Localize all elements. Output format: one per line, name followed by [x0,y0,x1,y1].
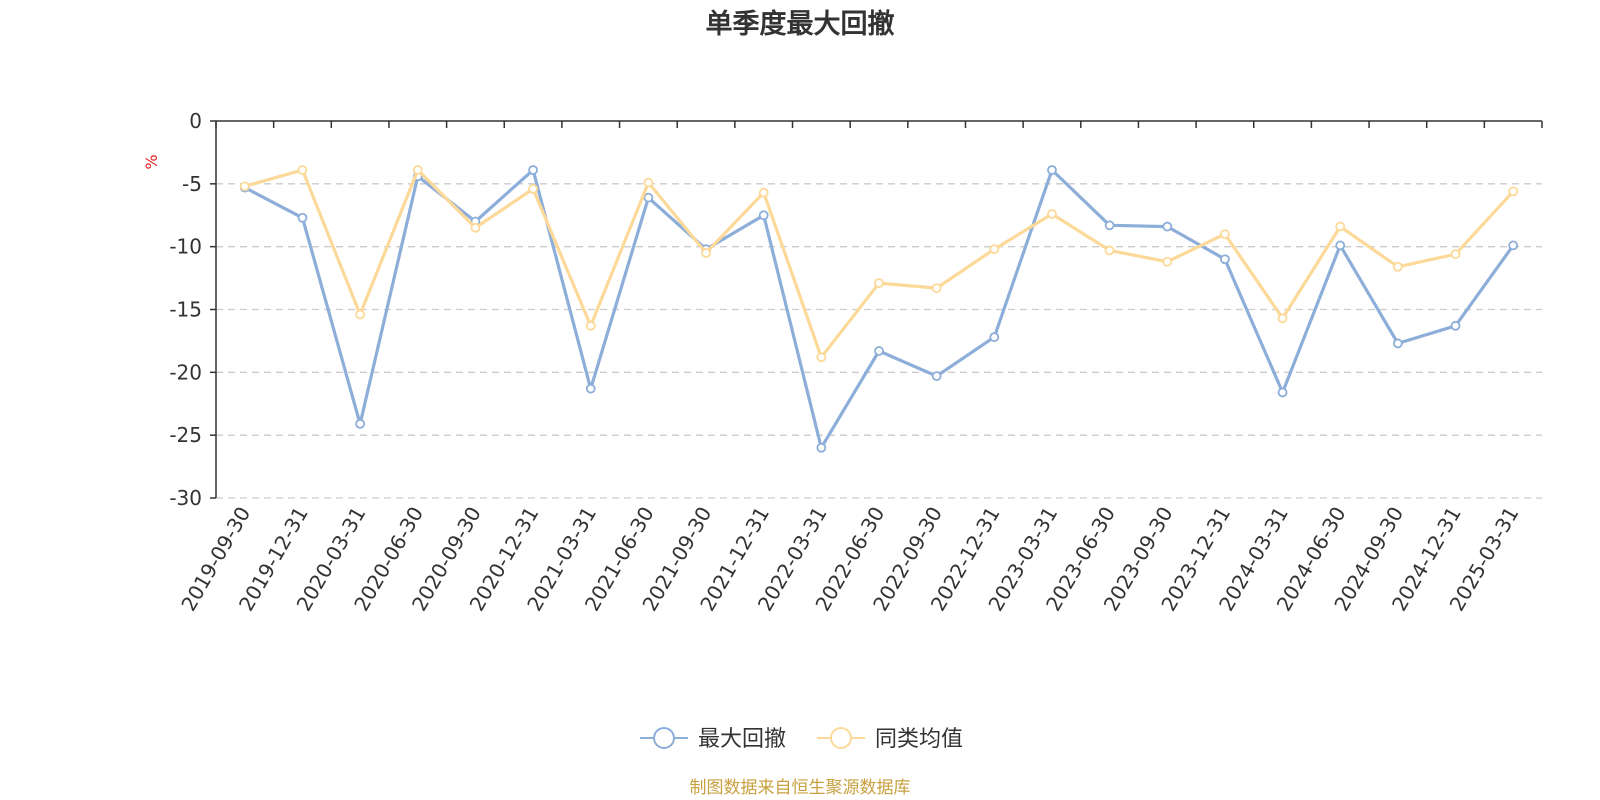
data-point[interactable] [1392,261,1403,272]
y-axis-unit: % [142,154,161,169]
y-tick-label: -30 [169,486,202,510]
data-point[interactable] [1104,245,1115,256]
data-point[interactable] [1047,209,1057,219]
data-point[interactable] [701,248,711,258]
legend-label: 最大回撤 [698,727,786,752]
data-point[interactable] [355,309,366,320]
data-point[interactable] [1277,313,1288,324]
data-point[interactable] [1162,221,1173,232]
legend-item[interactable]: 最大回撤 [640,727,786,752]
data-point[interactable] [1450,320,1461,331]
y-tick-label: -25 [169,423,202,447]
legend-item[interactable]: 同类均值 [817,727,963,752]
data-point[interactable] [1104,220,1115,231]
data-point[interactable] [528,165,538,175]
data-point[interactable] [1392,338,1403,349]
data-point[interactable] [989,332,1000,343]
axes [210,120,1543,499]
data-point[interactable] [758,210,769,221]
y-tick-label: 0 [189,109,202,133]
data-point[interactable] [1335,240,1346,251]
data-point[interactable] [470,222,481,233]
y-tick-label: -15 [169,298,202,322]
data-point[interactable] [528,183,538,194]
legend-marker [653,727,675,749]
data-point[interactable] [585,320,596,331]
data-point[interactable] [758,187,769,198]
series-lines [239,165,1519,453]
data-point[interactable] [355,418,366,429]
x-tick-labels: 2019-09-302019-12-312020-03-312020-06-30… [176,503,1523,616]
data-point[interactable] [931,283,942,294]
data-point[interactable] [1220,254,1230,265]
data-point[interactable] [239,181,250,192]
legend-marker [830,727,852,749]
source-note: 制图数据来自恒生聚源数据库 [690,778,911,798]
data-point[interactable] [989,244,1000,255]
data-point[interactable] [643,192,654,203]
data-point[interactable] [1220,229,1230,240]
data-point[interactable] [874,346,884,356]
data-point[interactable] [297,165,308,175]
data-point[interactable] [412,165,423,175]
data-point[interactable] [816,352,827,363]
series-2 [239,165,1519,363]
data-point[interactable] [1047,165,1057,175]
chart-title: 单季度最大回撤 [706,8,895,40]
y-tick-labels: 0 -5 -10 -15 -20 -25 -30 [169,109,202,510]
legend[interactable]: 最大回撤 同类均值 [640,727,963,752]
data-point[interactable] [816,442,827,453]
data-point[interactable] [1162,256,1173,267]
data-point[interactable] [874,278,884,289]
y-tick-label: -5 [182,172,202,196]
series-line [244,168,1515,359]
data-point[interactable] [1277,387,1288,398]
y-tick-label: -20 [169,360,202,384]
data-point[interactable] [1508,240,1519,251]
grid-lines [216,183,1542,499]
data-point[interactable] [297,212,308,223]
data-point[interactable] [1508,186,1519,197]
data-point[interactable] [643,177,654,188]
data-point[interactable] [1450,249,1461,260]
y-tick-label: -10 [169,235,202,259]
legend-label: 同类均值 [875,727,963,752]
data-point[interactable] [1335,221,1346,232]
data-point[interactable] [931,371,942,382]
data-point[interactable] [585,383,596,394]
